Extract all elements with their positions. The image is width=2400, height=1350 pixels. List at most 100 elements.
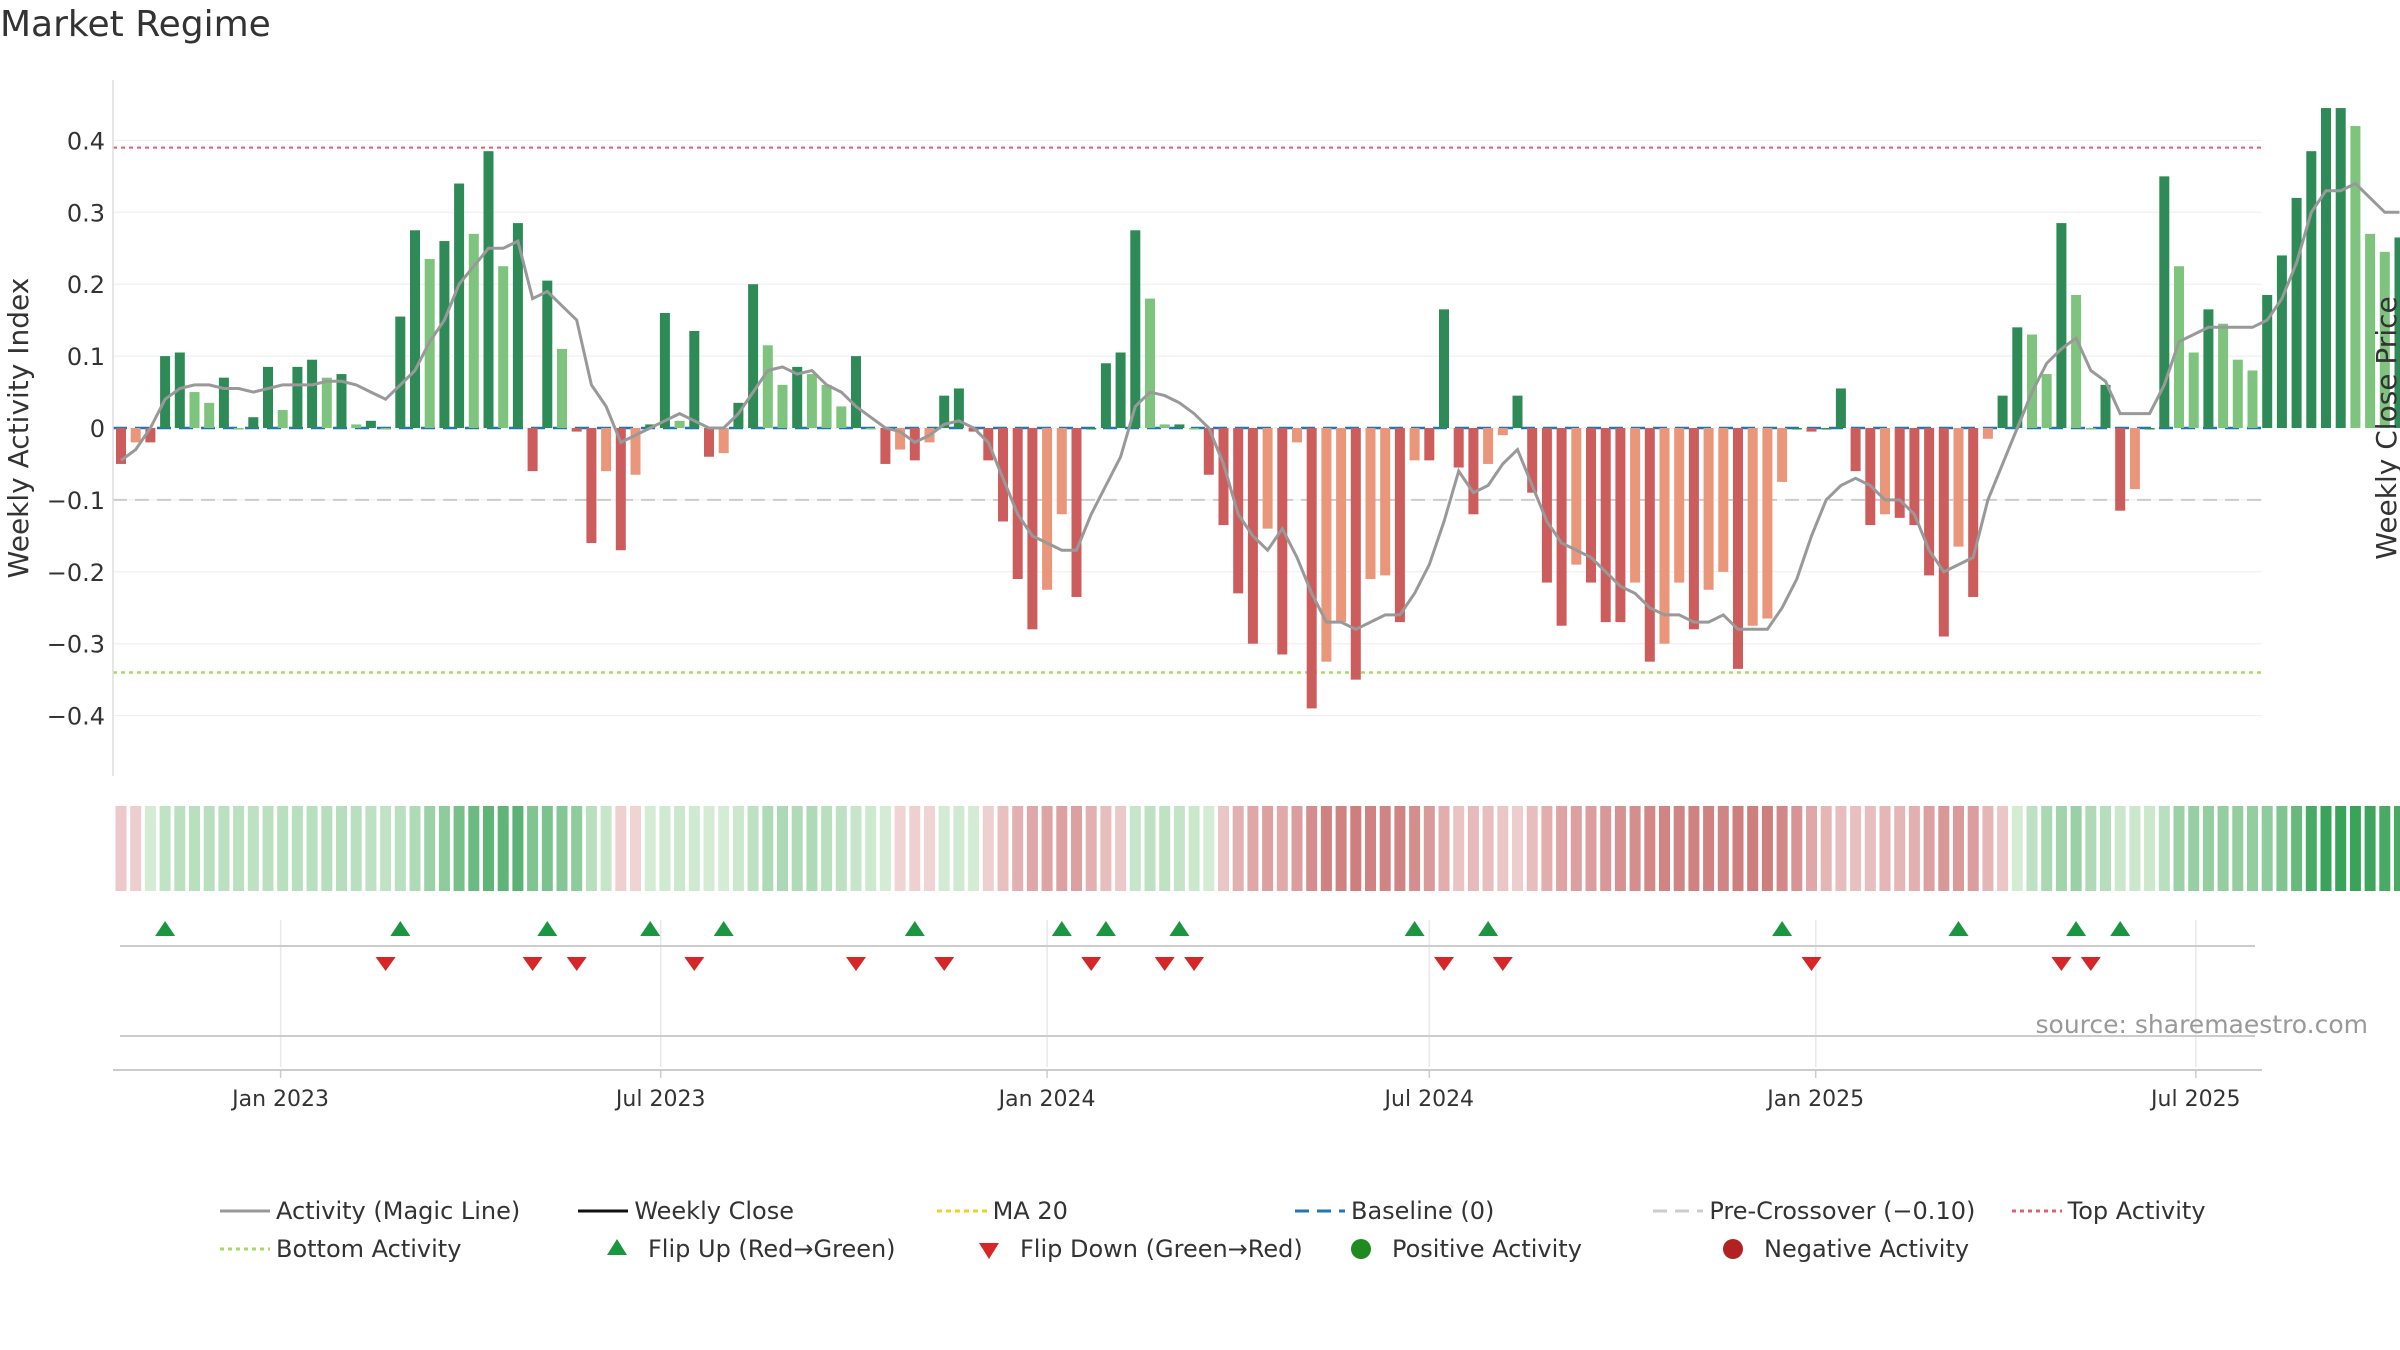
flip-down-marker (1081, 957, 1102, 971)
regime-cell (2232, 806, 2244, 891)
legend-item-negative: Negative Activity (1698, 1234, 2070, 1264)
activity-bar (116, 428, 126, 464)
legend-swatch-baseline (1285, 1196, 1351, 1226)
regime-cell (2011, 806, 2023, 891)
regime-cell (453, 806, 465, 891)
activity-bar (2159, 176, 2170, 428)
regime-cell (791, 806, 803, 891)
legend-item-ma20: MA 20 (927, 1196, 1285, 1226)
regime-cell (1688, 806, 1700, 891)
regime-cell (1776, 806, 1788, 891)
activity-bar (615, 428, 626, 551)
flip-down-marker (2051, 957, 2072, 971)
regime-cell (953, 806, 965, 891)
legend-item-weekly-close: Weekly Close (568, 1196, 926, 1226)
flip-up-marker (155, 921, 176, 936)
regime-cell (1614, 806, 1626, 891)
activity-bar (1880, 428, 1890, 515)
legend-swatch-magic-line (210, 1196, 276, 1226)
regime-cell (2320, 806, 2332, 891)
regime-cell (835, 806, 847, 891)
activity-bar (1512, 395, 1523, 428)
legend-label: Flip Up (Red→Green) (648, 1235, 896, 1263)
y-left-axis-title: Weekly Activity Index (2, 278, 35, 579)
activity-bar (1586, 428, 1596, 583)
legend-label: Baseline (0) (1350, 1197, 1495, 1225)
activity-bar (2203, 309, 2214, 428)
activity-bar (307, 359, 318, 428)
regime-cell (497, 806, 509, 891)
activity-bar (1909, 428, 1920, 526)
activity-bar (1777, 428, 1788, 482)
activity-bar (145, 428, 156, 443)
activity-bar (821, 384, 832, 428)
regime-cell (2261, 806, 2273, 891)
regime-cell (468, 806, 480, 891)
regime-cell (541, 806, 553, 891)
regime-cell (291, 806, 303, 891)
regime-cell (1247, 806, 1259, 891)
activity-bar (2394, 237, 2400, 428)
legend-label: Negative Activity (1764, 1235, 1970, 1263)
regime-cell (2055, 806, 2067, 891)
regime-cell (2394, 806, 2400, 891)
flip-down-marker (1492, 957, 1513, 971)
activity-bar (365, 420, 376, 428)
regime-cell (1350, 806, 1362, 891)
activity-bar (748, 284, 759, 428)
activity-bar (689, 330, 700, 428)
page-title: Market Regime (0, 4, 271, 45)
regime-cell (409, 806, 421, 891)
flip-down-marker (2080, 957, 2101, 971)
activity-bar (2071, 294, 2082, 428)
activity-bar (1850, 428, 1861, 472)
activity-bar (468, 233, 479, 428)
regime-cell (1512, 806, 1523, 891)
regime-cell (630, 806, 641, 891)
flip-down-marker (934, 957, 955, 971)
regime-cell (762, 806, 774, 891)
activity-bar (1806, 428, 1817, 432)
regime-cell (747, 806, 759, 891)
activity-bar (1365, 428, 1376, 579)
flip-up-marker (1095, 921, 1116, 936)
regime-cell (2026, 806, 2038, 891)
regime-cell (2129, 806, 2141, 891)
activity-bar (1380, 428, 1391, 576)
activity-bar (2365, 233, 2376, 428)
activity-bar (1791, 428, 1802, 430)
regime-cell (233, 806, 245, 891)
legend-label: Flip Down (Green→Red) (1020, 1235, 1303, 1263)
regime-cell (909, 806, 921, 891)
regime-cell (821, 806, 833, 891)
legend-label: Positive Activity (1392, 1235, 1582, 1263)
regime-cell (1806, 806, 1817, 891)
activity-bar (718, 428, 729, 454)
activity-bar (1424, 428, 1435, 461)
activity-bar (1821, 428, 1832, 430)
regime-cell (306, 806, 318, 891)
regime-cell (2188, 806, 2200, 891)
activity-bar (1100, 363, 1111, 428)
legend-swatch-weekly-close (568, 1196, 634, 1226)
legend-item-positive: Positive Activity (1326, 1234, 1698, 1264)
activity-bar (1189, 428, 1200, 430)
activity-bar (557, 348, 567, 428)
regime-cell (982, 806, 994, 891)
y-left-tick-label: 0.1 (67, 343, 105, 371)
regime-cell (1497, 806, 1509, 891)
activity-bar (233, 428, 244, 430)
legend-label: Top Activity (2067, 1197, 2206, 1225)
regime-cell (1320, 806, 1332, 891)
regime-cell (1526, 806, 1538, 891)
legend-swatch-top-activity (2002, 1196, 2068, 1226)
regime-cell (924, 806, 935, 891)
activity-bar (1130, 230, 1141, 428)
x-tick-label: Jul 2024 (1383, 1087, 1475, 1112)
regime-cell (1556, 806, 1568, 891)
activity-bar (2129, 428, 2140, 490)
flip-up-marker (537, 921, 558, 936)
legend-label: Bottom Activity (276, 1235, 462, 1263)
regime-cell (674, 806, 686, 891)
